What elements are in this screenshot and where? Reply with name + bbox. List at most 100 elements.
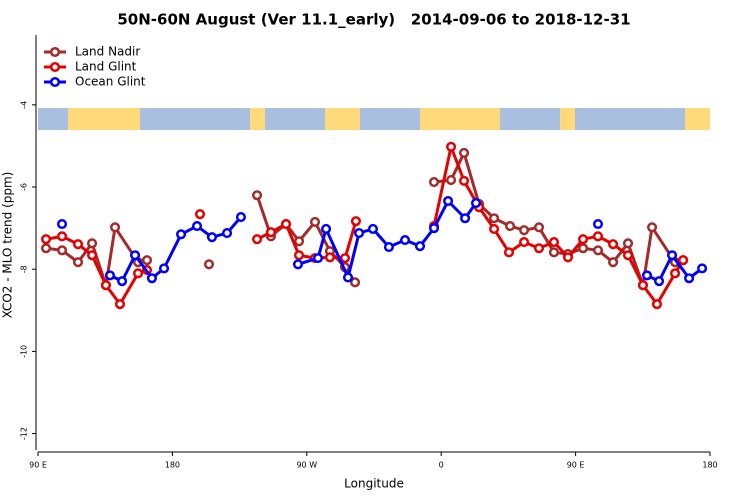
point xyxy=(130,250,141,261)
x-tick-label: 180 xyxy=(165,461,180,470)
point xyxy=(533,243,545,254)
x-tick-label: 0 xyxy=(439,461,444,470)
point xyxy=(654,276,665,287)
point xyxy=(110,222,121,233)
legend-marker xyxy=(49,76,61,88)
point xyxy=(446,141,457,152)
point xyxy=(428,223,440,234)
point xyxy=(592,245,604,256)
point xyxy=(324,252,335,263)
point xyxy=(458,175,470,186)
x-tick-label: 90 W xyxy=(296,461,317,470)
point xyxy=(446,174,457,186)
point xyxy=(56,231,68,242)
point xyxy=(72,257,84,268)
map-ocean xyxy=(140,108,250,130)
x-tick-label: 180 xyxy=(702,461,717,470)
point xyxy=(414,241,426,252)
point xyxy=(252,190,263,201)
point xyxy=(41,243,52,254)
point xyxy=(519,225,530,236)
point xyxy=(684,273,695,284)
point xyxy=(562,252,574,263)
point xyxy=(176,229,187,240)
point xyxy=(309,216,321,228)
map-ocean xyxy=(575,108,685,130)
point xyxy=(117,276,128,287)
point xyxy=(158,263,170,274)
x-axis-label: Longitude xyxy=(344,477,404,491)
point xyxy=(578,243,589,254)
point xyxy=(41,234,52,245)
point xyxy=(400,234,411,246)
point xyxy=(637,280,648,291)
y-tick-label: -4 xyxy=(20,101,29,109)
series-line xyxy=(45,145,685,306)
point xyxy=(87,250,98,261)
chart-title: 50N-60N August (Ver 11.1_early) 2014-09-… xyxy=(117,11,630,29)
point xyxy=(293,250,305,261)
point xyxy=(222,227,233,239)
point xyxy=(133,268,144,279)
point xyxy=(548,237,559,248)
point xyxy=(367,223,379,234)
legend-label: Land Nadir xyxy=(75,45,140,59)
point xyxy=(670,268,681,279)
map-ocean xyxy=(500,108,560,130)
point xyxy=(87,238,98,249)
point xyxy=(428,177,440,188)
point xyxy=(194,209,206,220)
y-tick-label: -12 xyxy=(20,427,29,440)
y-tick-label: -10 xyxy=(20,345,29,358)
point xyxy=(489,223,500,234)
point xyxy=(252,234,263,245)
point xyxy=(622,238,634,249)
point xyxy=(667,250,678,261)
map-ocean xyxy=(38,108,68,130)
point xyxy=(56,218,68,230)
point xyxy=(622,250,634,261)
point xyxy=(354,227,365,239)
point xyxy=(697,263,708,274)
point xyxy=(293,236,305,247)
point xyxy=(533,222,545,233)
point xyxy=(321,223,332,234)
point xyxy=(146,273,157,284)
point xyxy=(141,255,153,266)
point xyxy=(608,257,619,268)
point xyxy=(339,253,351,264)
point xyxy=(548,247,559,258)
map-ocean xyxy=(360,108,420,130)
point xyxy=(191,221,203,232)
point xyxy=(519,237,530,248)
point xyxy=(114,299,126,310)
point xyxy=(592,218,604,230)
point xyxy=(641,270,653,281)
point xyxy=(280,218,292,230)
point xyxy=(383,241,394,253)
x-tick-label: 90 E xyxy=(29,461,47,470)
y-tick-label: -6 xyxy=(20,183,29,191)
point xyxy=(312,253,324,264)
map-ocean xyxy=(265,108,325,130)
point xyxy=(104,270,116,281)
y-axis-label: XCO2 - MLO trend (ppm) xyxy=(1,172,15,319)
point xyxy=(503,247,515,258)
point xyxy=(443,195,454,207)
point xyxy=(651,299,663,310)
point xyxy=(470,198,482,209)
map-strip xyxy=(38,108,710,130)
x-tick-label: 90 E xyxy=(567,461,585,470)
point xyxy=(56,245,68,256)
point xyxy=(72,239,84,250)
point xyxy=(647,222,658,233)
legend-label: Ocean Glint xyxy=(75,75,146,89)
point xyxy=(608,239,619,250)
legend-label: Land Glint xyxy=(75,60,137,74)
legend-marker xyxy=(49,46,61,58)
point xyxy=(489,213,500,224)
point xyxy=(458,147,470,158)
point xyxy=(203,259,215,270)
